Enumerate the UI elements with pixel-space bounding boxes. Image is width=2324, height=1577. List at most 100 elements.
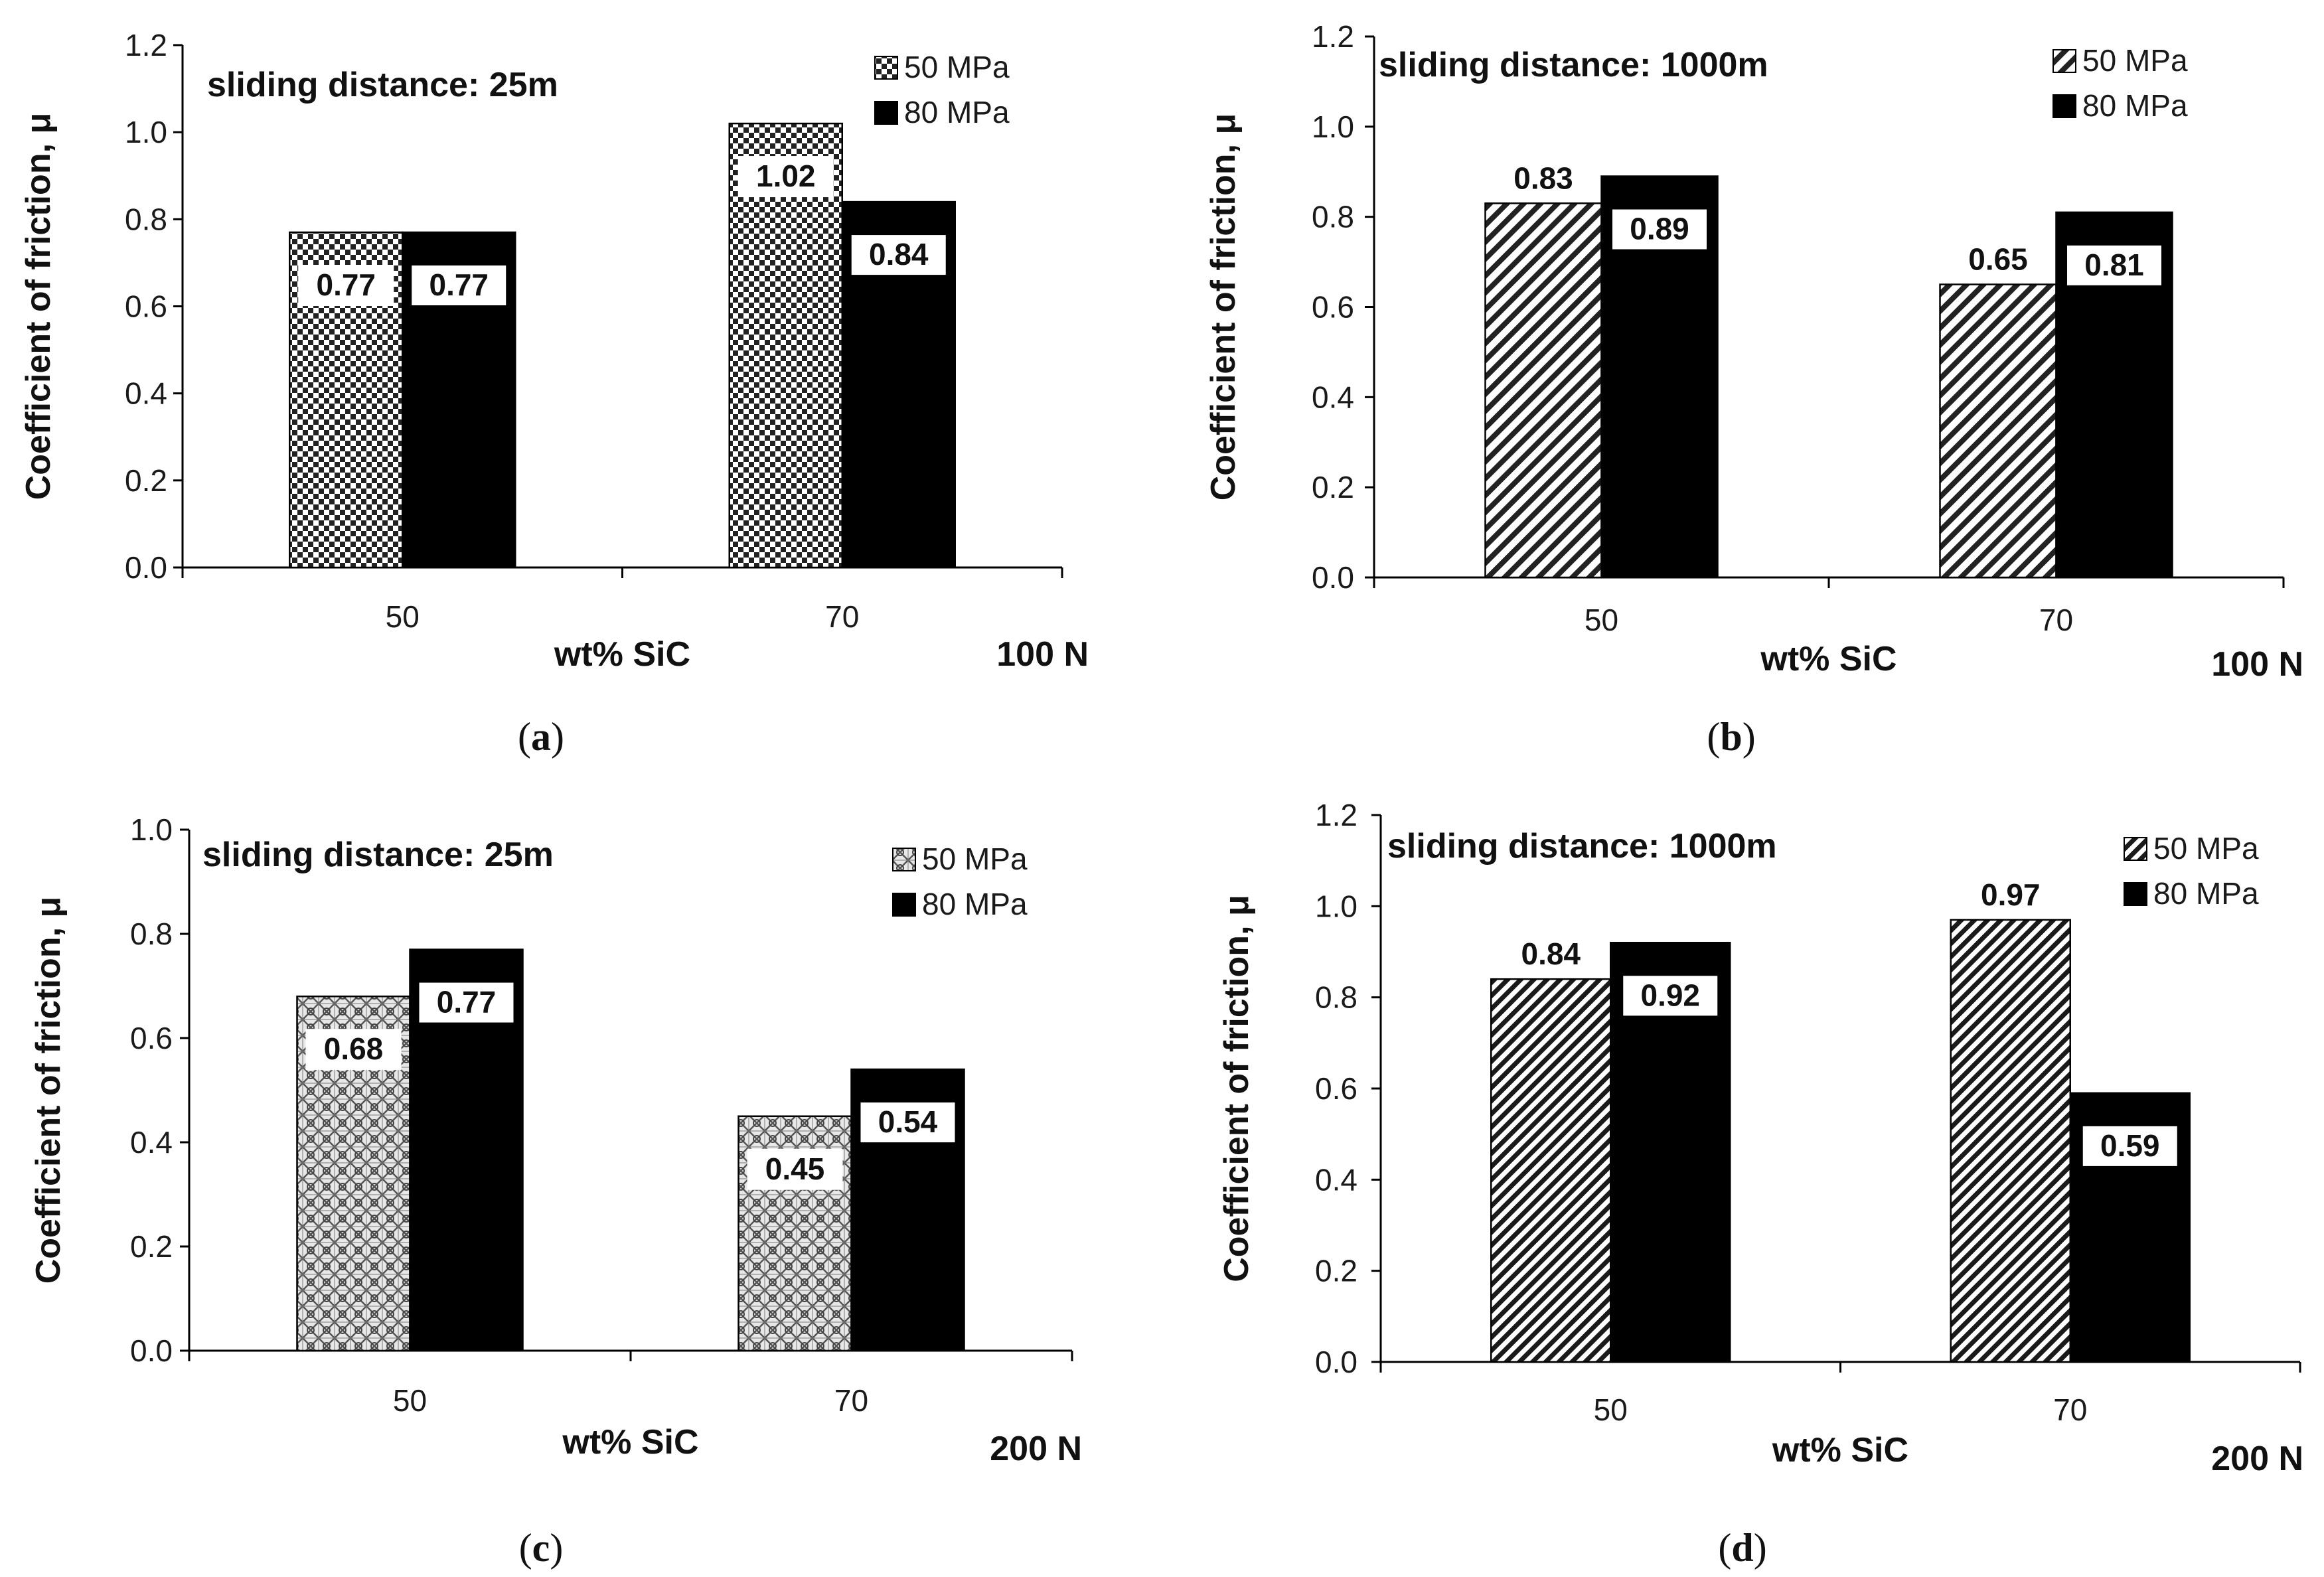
data-label: 0.77 (429, 267, 489, 302)
legend-swatch (874, 101, 898, 125)
y-tick-label: 0.4 (1312, 380, 1354, 414)
y-tick-label: 0.4 (130, 1125, 173, 1160)
data-label-box (2081, 1124, 2179, 1167)
y-tick-label: 1.0 (130, 812, 173, 847)
data-label-box (305, 1029, 402, 1071)
panel-caption: (c) (519, 1526, 564, 1570)
data-label: 0.84 (1521, 937, 1581, 971)
panel-caption: (a) (518, 715, 564, 759)
legend-swatch (874, 56, 898, 80)
data-label: 0.92 (1640, 978, 1700, 1012)
sliding-distance-annotation: sliding distance: 25m (207, 66, 558, 104)
y-tick-label: 0.4 (125, 376, 167, 411)
y-tick-label: 0.2 (130, 1229, 173, 1264)
y-tick-label: 1.2 (1315, 798, 1357, 832)
y-tick-label: 0.0 (130, 1333, 173, 1368)
legend-label: 50 MPa (2082, 43, 2188, 78)
y-tick-label: 0.6 (130, 1021, 173, 1055)
data-label-box (418, 981, 515, 1024)
data-label: 0.77 (437, 985, 497, 1019)
load-label: 100 N (996, 635, 1089, 674)
chart-panel-d: 0.0 0.2 0.4 0.6 0.8 1.0 1.2 50 70 0.84 0.92 0.97 0.5… (1217, 798, 2303, 1478)
legend-label: 50 MPa (922, 842, 1028, 876)
data-label-box (737, 156, 834, 198)
chart-panel-b: 0.0 0.2 0.4 0.6 0.8 1.0 1.2 50 70 0.83 0.89 0.65 0.8… (1204, 19, 2303, 684)
data-label: 0.68 (324, 1031, 384, 1066)
y-axis-label: Coefficient of friction, μ (1217, 895, 1256, 1282)
data-label: 0.45 (765, 1152, 825, 1186)
data-label: 0.54 (878, 1104, 938, 1139)
data-label: 1.02 (756, 159, 816, 193)
x-axis-label: wt% SiC (1772, 1431, 1908, 1469)
data-label-box (859, 1101, 957, 1144)
data-label: 0.65 (1968, 242, 2028, 277)
y-tick-label: 0.8 (130, 917, 173, 951)
data-label: 0.81 (2084, 248, 2144, 282)
bar-checker-70 (728, 122, 843, 569)
legend-swatch (2053, 49, 2076, 73)
x-tick-label: 70 (825, 599, 859, 634)
panel-caption: (b) (1707, 715, 1755, 759)
x-axis-label: wt% SiC (554, 635, 690, 674)
y-tick-label: 0.4 (1315, 1162, 1357, 1197)
chart-panel-c: 0.0 0.2 0.4 0.6 0.8 1.0 50 70 0.68 0.77 0.45 0.54 50… (29, 812, 1082, 1468)
data-label: 0.84 (869, 237, 929, 271)
sliding-distance-annotation: sliding distance: 25m (202, 836, 554, 874)
y-tick-label: 0.8 (1315, 980, 1357, 1015)
legend-swatch (2053, 94, 2076, 118)
legend-label: 80 MPa (2153, 876, 2259, 911)
y-tick-label: 1.0 (1315, 889, 1357, 923)
data-label-box (747, 1148, 843, 1190)
y-tick-label: 1.0 (1312, 110, 1354, 144)
x-axis-label: wt% SiC (1760, 640, 1897, 678)
sliding-distance-annotation: sliding distance: 1000m (1387, 827, 1777, 865)
data-label-box (1611, 208, 1708, 251)
y-tick-label: 1.2 (125, 28, 167, 62)
legend-label: 80 MPa (922, 887, 1028, 921)
data-label: 0.77 (316, 267, 376, 302)
x-tick-label: 70 (2039, 603, 2073, 637)
bar-diagonal-dense-50 (1490, 978, 1612, 1363)
y-tick-label: 0.0 (1312, 560, 1354, 595)
y-tick-label: 0.0 (1315, 1345, 1357, 1379)
legend-swatch (2124, 882, 2147, 906)
data-label-box (298, 265, 394, 307)
data-label-box (850, 234, 947, 277)
y-tick-label: 0.8 (125, 202, 167, 236)
y-tick-label: 0.2 (1315, 1254, 1357, 1288)
legend-swatch (892, 848, 916, 871)
legend-label: 80 MPa (904, 95, 1010, 129)
load-label: 200 N (990, 1430, 1082, 1468)
data-label: 0.83 (1513, 161, 1573, 195)
panel-caption: (d) (1718, 1526, 1766, 1570)
load-label: 200 N (2211, 1440, 2303, 1478)
y-tick-label: 0.6 (125, 289, 167, 324)
bar-diagonal-50 (1484, 202, 1602, 579)
legend-label: 80 MPa (2082, 88, 2188, 123)
y-tick-label: 0.2 (125, 463, 167, 498)
chart-panel-a: 0.0 0.2 0.4 0.6 0.8 1.0 1.2 50 70 0.77 0.77 1.02 0.8… (19, 28, 1089, 674)
data-label: 0.59 (2100, 1128, 2160, 1163)
data-label-box (2066, 244, 2163, 287)
bar-diagonal-dense-70 (1950, 919, 2071, 1363)
load-label: 100 N (2211, 645, 2303, 684)
data-label-box (1622, 974, 1719, 1017)
y-axis-label: Coefficient of friction, μ (19, 113, 58, 500)
y-tick-label: 0.6 (1312, 290, 1354, 325)
legend-swatch (2124, 837, 2147, 861)
data-label: 0.89 (1630, 212, 1689, 246)
bar-diagonal-70 (1939, 283, 2057, 579)
y-tick-label: 1.2 (1312, 19, 1354, 54)
data-label-box (410, 264, 508, 307)
y-tick-label: 0.8 (1312, 200, 1354, 234)
x-tick-label: 50 (1585, 603, 1618, 637)
x-tick-label: 50 (1594, 1392, 1628, 1427)
sliding-distance-annotation: sliding distance: 1000m (1379, 46, 1768, 84)
x-tick-label: 50 (386, 599, 420, 634)
x-tick-label: 70 (834, 1383, 868, 1418)
legend-label: 50 MPa (2153, 831, 2259, 865)
y-tick-label: 1.0 (125, 115, 167, 149)
x-tick-label: 70 (2053, 1392, 2087, 1427)
y-tick-label: 0.6 (1315, 1071, 1357, 1106)
y-axis-label: Coefficient of friction, μ (1204, 113, 1243, 501)
